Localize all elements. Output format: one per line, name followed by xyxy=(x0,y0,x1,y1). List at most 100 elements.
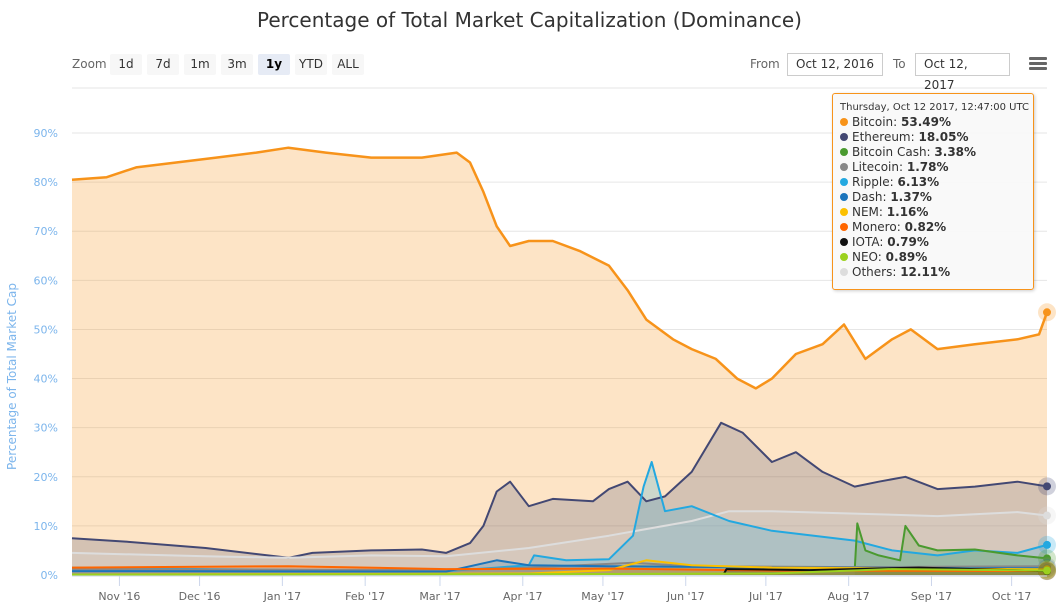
tooltip-series-value: 3.38% xyxy=(934,145,977,159)
area-bitcoin xyxy=(72,147,1047,575)
tooltip-series-value: 0.79% xyxy=(887,235,929,249)
zoom-button-1y[interactable]: 1y xyxy=(258,54,290,75)
tooltip-series-name: Others: xyxy=(852,265,901,279)
tooltip-series-value: 1.78% xyxy=(906,160,949,174)
tooltip-series-name: NEO: xyxy=(852,250,886,264)
y-tick-label: 80% xyxy=(34,176,58,189)
tooltip-row-litecoin: Litecoin: 1.78% xyxy=(840,160,1033,175)
y-tick-label: 40% xyxy=(34,373,58,386)
series-dot-icon xyxy=(840,178,848,186)
x-tick-label: Oct '17 xyxy=(992,590,1032,603)
line-neo xyxy=(71,568,1048,576)
x-tick-label: Sep '17 xyxy=(911,590,952,603)
point-marker-bitcoin xyxy=(1043,308,1051,317)
y-tick-label: 60% xyxy=(34,274,58,287)
line-iota xyxy=(722,566,1048,575)
y-tick-label: 50% xyxy=(34,323,58,336)
to-label: To xyxy=(893,57,906,71)
line-bitcoin-cash xyxy=(853,522,1048,571)
x-tick-label: Apr '17 xyxy=(503,590,543,603)
zoom-button-7d[interactable]: 7d xyxy=(147,54,179,75)
tooltip-series-name: Litecoin: xyxy=(852,160,907,174)
zoom-button-all[interactable]: ALL xyxy=(332,54,364,75)
y-tick-label: 20% xyxy=(34,471,58,484)
tooltip-row-ethereum: Ethereum: 18.05% xyxy=(840,130,1033,145)
tooltip-series-name: IOTA: xyxy=(852,235,888,249)
from-date-input[interactable]: Oct 12, 2016 xyxy=(787,53,883,76)
point-marker-others xyxy=(1043,511,1051,520)
tooltip: Thursday, Oct 12 2017, 12:47:00 UTC Bitc… xyxy=(832,93,1034,290)
from-label: From xyxy=(750,57,780,71)
point-marker-ripple xyxy=(1043,540,1051,549)
tooltip-series-value: 1.37% xyxy=(890,190,932,204)
y-axis-title: Percentage of Total Market Cap xyxy=(5,283,19,470)
tooltip-series-name: Ethereum: xyxy=(852,130,919,144)
tooltip-row-bitcoin-cash: Bitcoin Cash: 3.38% xyxy=(840,145,1033,160)
tooltip-header: Thursday, Oct 12 2017, 12:47:00 UTC xyxy=(840,102,1029,113)
tooltip-series-name: Bitcoin Cash: xyxy=(852,145,935,159)
series-dot-icon xyxy=(840,253,848,261)
area-bitcoin-cash xyxy=(854,523,1047,575)
x-tick-label: Aug '17 xyxy=(828,590,870,603)
tooltip-series-name: Ripple: xyxy=(852,175,898,189)
point-marker-ethereum xyxy=(1043,482,1051,491)
x-tick-label: May '17 xyxy=(581,590,624,603)
hamburger-menu-icon[interactable] xyxy=(1029,57,1047,71)
y-tick-label: 70% xyxy=(34,225,58,238)
tooltip-series-name: Monero: xyxy=(852,220,905,234)
x-tick-label: Dec '16 xyxy=(179,590,221,603)
tooltip-series-name: NEM: xyxy=(852,205,887,219)
series-dot-icon xyxy=(840,238,848,246)
tooltip-series-name: Dash: xyxy=(852,190,891,204)
series-dot-icon xyxy=(840,268,848,276)
series-dot-icon xyxy=(840,208,848,216)
chart-title: Percentage of Total Market Capitalizatio… xyxy=(257,8,802,32)
tooltip-row-iota: IOTA: 0.79% xyxy=(840,235,1033,250)
tooltip-series-value: 18.05% xyxy=(918,130,969,144)
series-dot-icon xyxy=(840,223,848,231)
zoom-button-3m[interactable]: 3m xyxy=(221,54,253,75)
to-date-input[interactable]: Oct 12, 2017 xyxy=(915,53,1010,92)
line-ethereum xyxy=(71,421,1048,559)
area-neo xyxy=(72,569,1047,575)
x-tick-label: Feb '17 xyxy=(345,590,385,603)
zoom-button-1m[interactable]: 1m xyxy=(184,54,216,75)
y-tick-label: 90% xyxy=(34,127,58,140)
series-dot-icon xyxy=(840,148,848,156)
point-marker-bitcoin-cash xyxy=(1043,554,1051,563)
zoom-label: Zoom xyxy=(72,57,107,71)
y-tick-label: 0% xyxy=(41,569,58,582)
tooltip-row-others: Others: 12.11% xyxy=(840,265,1033,280)
point-marker-neo xyxy=(1043,566,1051,575)
tooltip-row-dash: Dash: 1.37% xyxy=(840,190,1033,205)
series-dot-icon xyxy=(840,133,848,141)
tooltip-row-monero: Monero: 0.82% xyxy=(840,220,1033,235)
x-tick-label: Jun '17 xyxy=(666,590,705,603)
area-ripple xyxy=(72,462,1047,575)
x-tick-label: Jul '17 xyxy=(748,590,783,603)
series-dot-icon xyxy=(840,118,848,126)
series-dot-icon xyxy=(840,163,848,171)
tooltip-row-neo: NEO: 0.89% xyxy=(840,250,1033,265)
tooltip-series-value: 12.11% xyxy=(900,265,951,279)
tooltip-series-name: Bitcoin: xyxy=(852,115,902,129)
zoom-button-1d[interactable]: 1d xyxy=(110,54,142,75)
x-tick-label: Nov '16 xyxy=(98,590,140,603)
tooltip-series-value: 6.13% xyxy=(897,175,940,189)
line-others xyxy=(71,510,1048,559)
y-tick-label: 10% xyxy=(34,520,58,533)
tooltip-row-nem: NEM: 1.16% xyxy=(840,205,1033,220)
y-tick-label: 30% xyxy=(34,422,58,435)
area-others xyxy=(72,511,1047,575)
x-tick-label: Mar '17 xyxy=(419,590,460,603)
series-dot-icon xyxy=(840,193,848,201)
tooltip-row-ripple: Ripple: 6.13% xyxy=(840,175,1033,190)
zoom-button-ytd[interactable]: YTD xyxy=(295,54,327,75)
tooltip-series-value: 1.16% xyxy=(886,205,929,219)
tooltip-series-value: 0.82% xyxy=(904,220,947,234)
x-tick-label: Jan '17 xyxy=(263,590,301,603)
tooltip-series-value: 53.49% xyxy=(901,115,951,129)
area-ethereum xyxy=(72,422,1047,575)
tooltip-row-bitcoin: Bitcoin: 53.49% xyxy=(840,115,1033,130)
